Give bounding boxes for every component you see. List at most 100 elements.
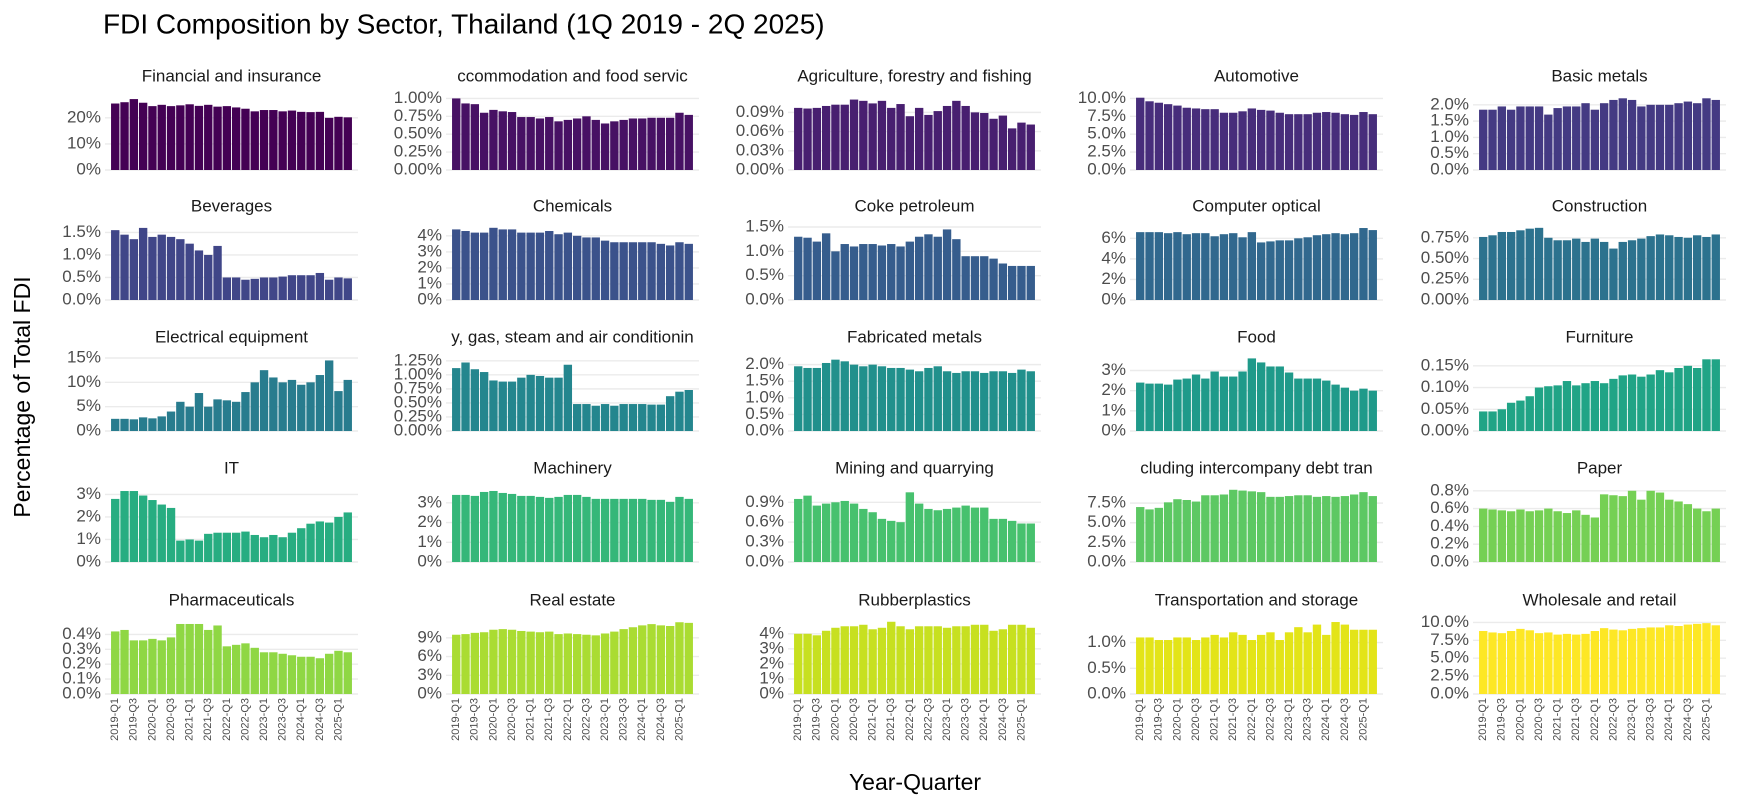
bar — [1497, 106, 1507, 170]
bar — [887, 367, 896, 431]
bar — [1163, 384, 1173, 431]
y-tick-label: 2.5% — [1430, 666, 1469, 685]
bar — [1516, 509, 1525, 562]
y-tick-label: 0.4% — [1430, 516, 1469, 535]
bar — [1525, 630, 1534, 694]
y-tick-label: 1.25% — [394, 350, 442, 369]
x-tick-label: 2023-Q1 — [258, 698, 270, 741]
bar — [222, 106, 232, 170]
y-tick-label: 0.5% — [1087, 658, 1126, 677]
bar — [619, 498, 628, 562]
bar — [582, 496, 591, 562]
bar — [1173, 637, 1182, 694]
bar — [840, 361, 849, 431]
x-tick-label: 2021-Q3 — [1227, 698, 1239, 741]
bar — [1349, 629, 1359, 694]
bar — [185, 539, 194, 562]
bar — [1154, 507, 1164, 562]
y-tick-label: 0.00% — [736, 159, 784, 178]
bar — [684, 390, 693, 431]
y-tick-label: 1.5% — [1430, 111, 1469, 130]
bar — [138, 417, 148, 431]
bar — [204, 104, 213, 170]
bar — [1674, 501, 1683, 562]
bar — [942, 627, 952, 694]
bar — [989, 118, 998, 170]
bar — [638, 242, 647, 300]
bar — [1266, 366, 1275, 431]
bar — [1191, 501, 1201, 562]
bar — [582, 634, 591, 694]
bar — [120, 629, 129, 694]
bar — [297, 656, 306, 694]
panel-title: Financial and insurance — [142, 66, 322, 85]
bar — [638, 118, 647, 170]
bar — [185, 623, 194, 694]
bar — [185, 104, 194, 170]
bar — [914, 236, 924, 300]
bar — [628, 498, 638, 562]
bar — [1599, 103, 1609, 170]
bar — [343, 652, 352, 694]
bar — [343, 117, 352, 170]
y-tick-label: 1% — [759, 668, 784, 687]
x-tick-label: 2021-Q3 — [1570, 698, 1582, 741]
bar — [1581, 383, 1590, 431]
bar — [1266, 241, 1275, 300]
bar — [905, 492, 915, 562]
bar — [1191, 108, 1201, 170]
y-tick-label: 0.10% — [1421, 377, 1469, 396]
x-tick-label: 2024-Q3 — [314, 698, 326, 741]
y-tick-label: 0.25% — [1421, 269, 1469, 288]
y-tick-label: 4% — [1101, 248, 1126, 267]
bar — [1674, 367, 1683, 431]
y-tick-label: 0.75% — [394, 106, 442, 125]
y-tick-label: 6% — [417, 646, 442, 665]
bar — [1553, 108, 1562, 170]
bar — [1544, 386, 1553, 431]
bar — [1312, 378, 1322, 431]
x-tick-label: 2022-Q1 — [1589, 698, 1601, 741]
y-tick-label: 0.00% — [394, 420, 442, 439]
bar — [1312, 235, 1322, 300]
x-tick-label: 2021-Q3 — [202, 698, 214, 741]
y-axis-label: Percentage of Total FDI — [9, 276, 35, 517]
y-tick-label: 6% — [1101, 228, 1126, 247]
bar — [194, 250, 204, 300]
bar — [269, 377, 278, 431]
bar — [479, 632, 489, 694]
x-tick-label: 2020-Q3 — [1190, 698, 1202, 741]
bar — [1599, 241, 1609, 300]
y-tick-label: 0.75% — [394, 378, 442, 397]
x-tick-label: 2024-Q3 — [1339, 698, 1351, 741]
bar — [315, 272, 325, 300]
bar — [1359, 629, 1368, 694]
bar — [1479, 109, 1488, 170]
y-tick-label: 0% — [76, 551, 101, 570]
bar — [1349, 390, 1359, 431]
x-tick-label: 2022-Q1 — [221, 698, 233, 741]
bar — [1163, 502, 1173, 562]
bar — [998, 371, 1008, 431]
bar — [1711, 234, 1720, 300]
bar — [452, 229, 461, 300]
bar — [1581, 103, 1590, 170]
bar — [961, 256, 970, 300]
bar — [1497, 409, 1507, 431]
bar — [315, 375, 325, 431]
bar — [1534, 510, 1544, 562]
bar — [204, 254, 213, 300]
x-tick-label: 2019-Q1 — [792, 698, 804, 741]
bar — [111, 631, 120, 694]
x-tick-label: 2019-Q1 — [109, 698, 121, 741]
x-tick-label: 2022-Q3 — [922, 698, 934, 741]
y-tick-label: 1.00% — [394, 364, 442, 383]
bar — [129, 99, 139, 170]
bar — [600, 240, 610, 300]
bar — [1163, 104, 1173, 170]
bar — [1007, 128, 1017, 170]
bar — [1173, 379, 1182, 431]
bar — [591, 635, 600, 694]
bar — [1238, 237, 1247, 300]
